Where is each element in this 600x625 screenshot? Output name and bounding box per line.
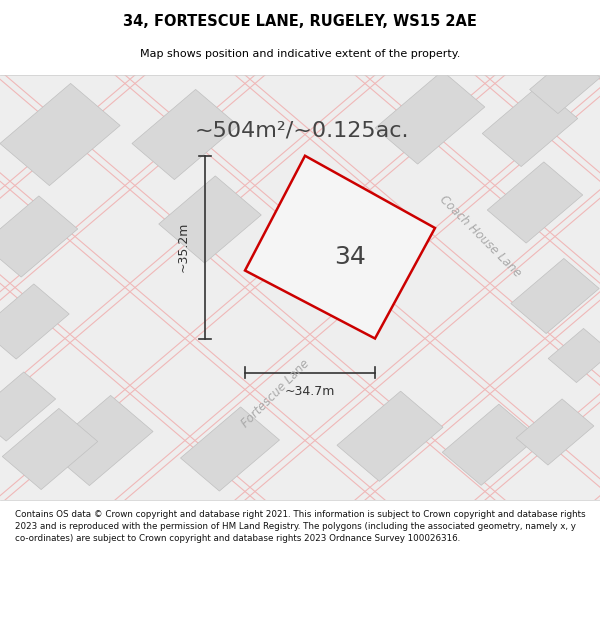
Polygon shape — [245, 156, 435, 339]
Polygon shape — [0, 83, 120, 186]
Polygon shape — [487, 162, 583, 243]
Polygon shape — [516, 399, 594, 465]
Polygon shape — [2, 408, 98, 489]
Polygon shape — [530, 54, 600, 114]
Text: Fortescue Lane: Fortescue Lane — [238, 357, 311, 430]
Polygon shape — [442, 404, 538, 486]
Polygon shape — [548, 329, 600, 382]
Polygon shape — [47, 396, 153, 486]
Text: Contains OS data © Crown copyright and database right 2021. This information is : Contains OS data © Crown copyright and d… — [15, 510, 586, 542]
Text: ~34.7m: ~34.7m — [285, 385, 335, 398]
Polygon shape — [482, 86, 578, 167]
Polygon shape — [159, 176, 261, 263]
Polygon shape — [0, 284, 69, 359]
Polygon shape — [511, 258, 599, 334]
Text: ~504m²/~0.125ac.: ~504m²/~0.125ac. — [195, 120, 409, 140]
Polygon shape — [0, 196, 78, 277]
Text: Map shows position and indicative extent of the property.: Map shows position and indicative extent… — [140, 49, 460, 59]
Text: ~35.2m: ~35.2m — [176, 222, 190, 272]
Text: Coach House Lane: Coach House Lane — [437, 193, 523, 280]
Polygon shape — [0, 372, 56, 441]
Polygon shape — [181, 407, 280, 491]
Polygon shape — [375, 71, 485, 164]
Polygon shape — [337, 391, 443, 481]
Polygon shape — [132, 89, 238, 179]
Text: 34: 34 — [334, 245, 366, 269]
Text: 34, FORTESCUE LANE, RUGELEY, WS15 2AE: 34, FORTESCUE LANE, RUGELEY, WS15 2AE — [123, 14, 477, 29]
